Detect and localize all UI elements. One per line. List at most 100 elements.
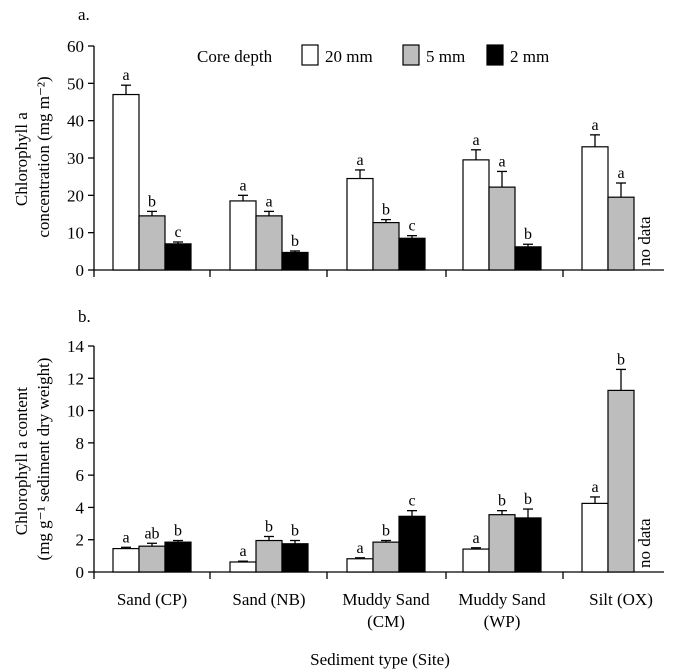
bar-20mm-0: [112, 547, 140, 573]
significance-label: b: [524, 491, 532, 508]
bar-20mm-1: [229, 200, 257, 271]
bar-20mm-4: [581, 146, 609, 271]
y-tick-label: 8: [76, 434, 85, 453]
bar-2mm-0: [164, 541, 192, 573]
significance-label: a: [591, 479, 598, 496]
bar-5mm-0: [138, 215, 166, 271]
category-label-2: (CM): [367, 612, 405, 631]
significance-label: a: [122, 529, 129, 546]
significance-label: b: [174, 523, 182, 540]
bar-5mm-4: [607, 389, 635, 573]
significance-label: b: [148, 193, 156, 210]
category-labels: Sand (CP) Sand (NB) Muddy Sand (CM) Muddy Sa…: [117, 590, 653, 631]
bar-5mm-2: [372, 221, 400, 271]
bar-5mm-3: [488, 514, 516, 573]
bar-20mm-0: [112, 93, 140, 271]
category-label-2: Muddy Sand: [342, 590, 430, 609]
y-tick-label: 10: [67, 224, 84, 243]
significance-label: a: [265, 193, 272, 210]
panel-a-tag: a.: [78, 5, 90, 24]
legend-swatch-5mm: [402, 44, 420, 66]
y-tick-label: 0: [76, 563, 85, 582]
y-tick-label: 4: [76, 498, 85, 517]
bar-20mm-3: [462, 548, 490, 573]
significance-label: a: [617, 165, 624, 182]
legend-swatch-2mm: [486, 44, 504, 66]
significance-label: b: [291, 233, 299, 250]
significance-label: a: [356, 540, 363, 557]
significance-label: c: [408, 493, 415, 510]
bar-2mm-3: [514, 246, 542, 271]
significance-label: a: [472, 132, 479, 149]
significance-label: b: [382, 523, 390, 540]
panel-a-ylabel: Chlorophyll a concentration (mg m⁻²): [12, 76, 53, 237]
significance-label: a: [591, 117, 598, 134]
legend-title: Core depth: [197, 47, 273, 66]
bar-2mm-2: [398, 237, 426, 271]
bar-2mm-2: [398, 515, 426, 573]
y-tick-label: 0: [76, 261, 85, 280]
legend-label-5mm: 5 mm: [426, 47, 465, 66]
legend: Core depth 20 mm 5 mm 2 mm: [197, 44, 549, 66]
y-tick-label: 2: [76, 531, 85, 550]
y-tick-label: 40: [67, 112, 84, 131]
category-label-1: Sand (NB): [232, 590, 305, 609]
legend-swatch-20mm: [301, 44, 319, 66]
bar-5mm-4: [607, 196, 635, 271]
bar-2mm-1: [281, 543, 309, 573]
bar-20mm-1: [229, 561, 257, 573]
y-tick-label: 30: [67, 149, 84, 168]
significance-label: b: [617, 351, 625, 368]
significance-label: b: [382, 202, 390, 219]
panel-a-ylabel-line1: Chlorophyll a: [12, 112, 31, 206]
panel-b-ylabel-line2: (mg g⁻¹ sediment dry weight): [34, 358, 53, 561]
bar-5mm-2: [372, 541, 400, 573]
panel-a-ylabel-line2: concentration (mg m⁻²): [34, 76, 53, 237]
panel-b-tag: b.: [78, 307, 91, 326]
legend-label-20mm: 20 mm: [325, 47, 373, 66]
significance-label: c: [174, 224, 181, 241]
bar-5mm-0: [138, 545, 166, 573]
y-tick-label: 12: [67, 369, 84, 388]
panel-b-ylabel-line1: Chlorophyll a content: [12, 387, 31, 536]
category-label-3: (WP): [484, 612, 521, 631]
y-tick-label: 14: [67, 337, 85, 356]
y-tick-label: 50: [67, 74, 84, 93]
category-label-3: Muddy Sand: [458, 590, 546, 609]
bar-20mm-4: [581, 502, 609, 573]
bar-20mm-3: [462, 159, 490, 271]
no-data-annotation: no data: [635, 518, 654, 568]
significance-label: b: [265, 518, 273, 535]
bar-5mm-1: [255, 539, 283, 573]
category-label-4: Silt (OX): [589, 590, 653, 609]
bar-5mm-3: [488, 186, 516, 271]
x-axis-title: Sediment type (Site): [310, 650, 450, 669]
significance-label: a: [239, 543, 246, 560]
bar-2mm-3: [514, 517, 542, 573]
y-tick-label: 10: [67, 402, 84, 421]
significance-label: a: [356, 152, 363, 169]
chart-panel-a: 0 10 20 30 40 50 60 a a a a a b a b a a c b c b no data: [67, 37, 664, 280]
y-tick-label: 20: [67, 186, 84, 205]
significance-label: a: [239, 177, 246, 194]
significance-label: b: [498, 493, 506, 510]
bar-2mm-1: [281, 251, 309, 271]
y-tick-label: 60: [67, 37, 84, 56]
significance-label: ab: [144, 525, 159, 542]
bar-20mm-2: [346, 558, 374, 573]
significance-label: a: [472, 530, 479, 547]
panel-b-ylabel: Chlorophyll a content (mg g⁻¹ sediment d…: [12, 358, 53, 561]
category-label-0: Sand (CP): [117, 590, 187, 609]
bar-20mm-2: [346, 177, 374, 271]
y-tick-label: 6: [76, 466, 85, 485]
legend-label-2mm: 2 mm: [510, 47, 549, 66]
significance-label: a: [498, 153, 505, 170]
bar-2mm-0: [164, 243, 192, 271]
no-data-annotation: no data: [635, 216, 654, 266]
bar-5mm-1: [255, 215, 283, 271]
significance-label: a: [122, 67, 129, 84]
significance-label: c: [408, 218, 415, 235]
significance-label: b: [524, 226, 532, 243]
